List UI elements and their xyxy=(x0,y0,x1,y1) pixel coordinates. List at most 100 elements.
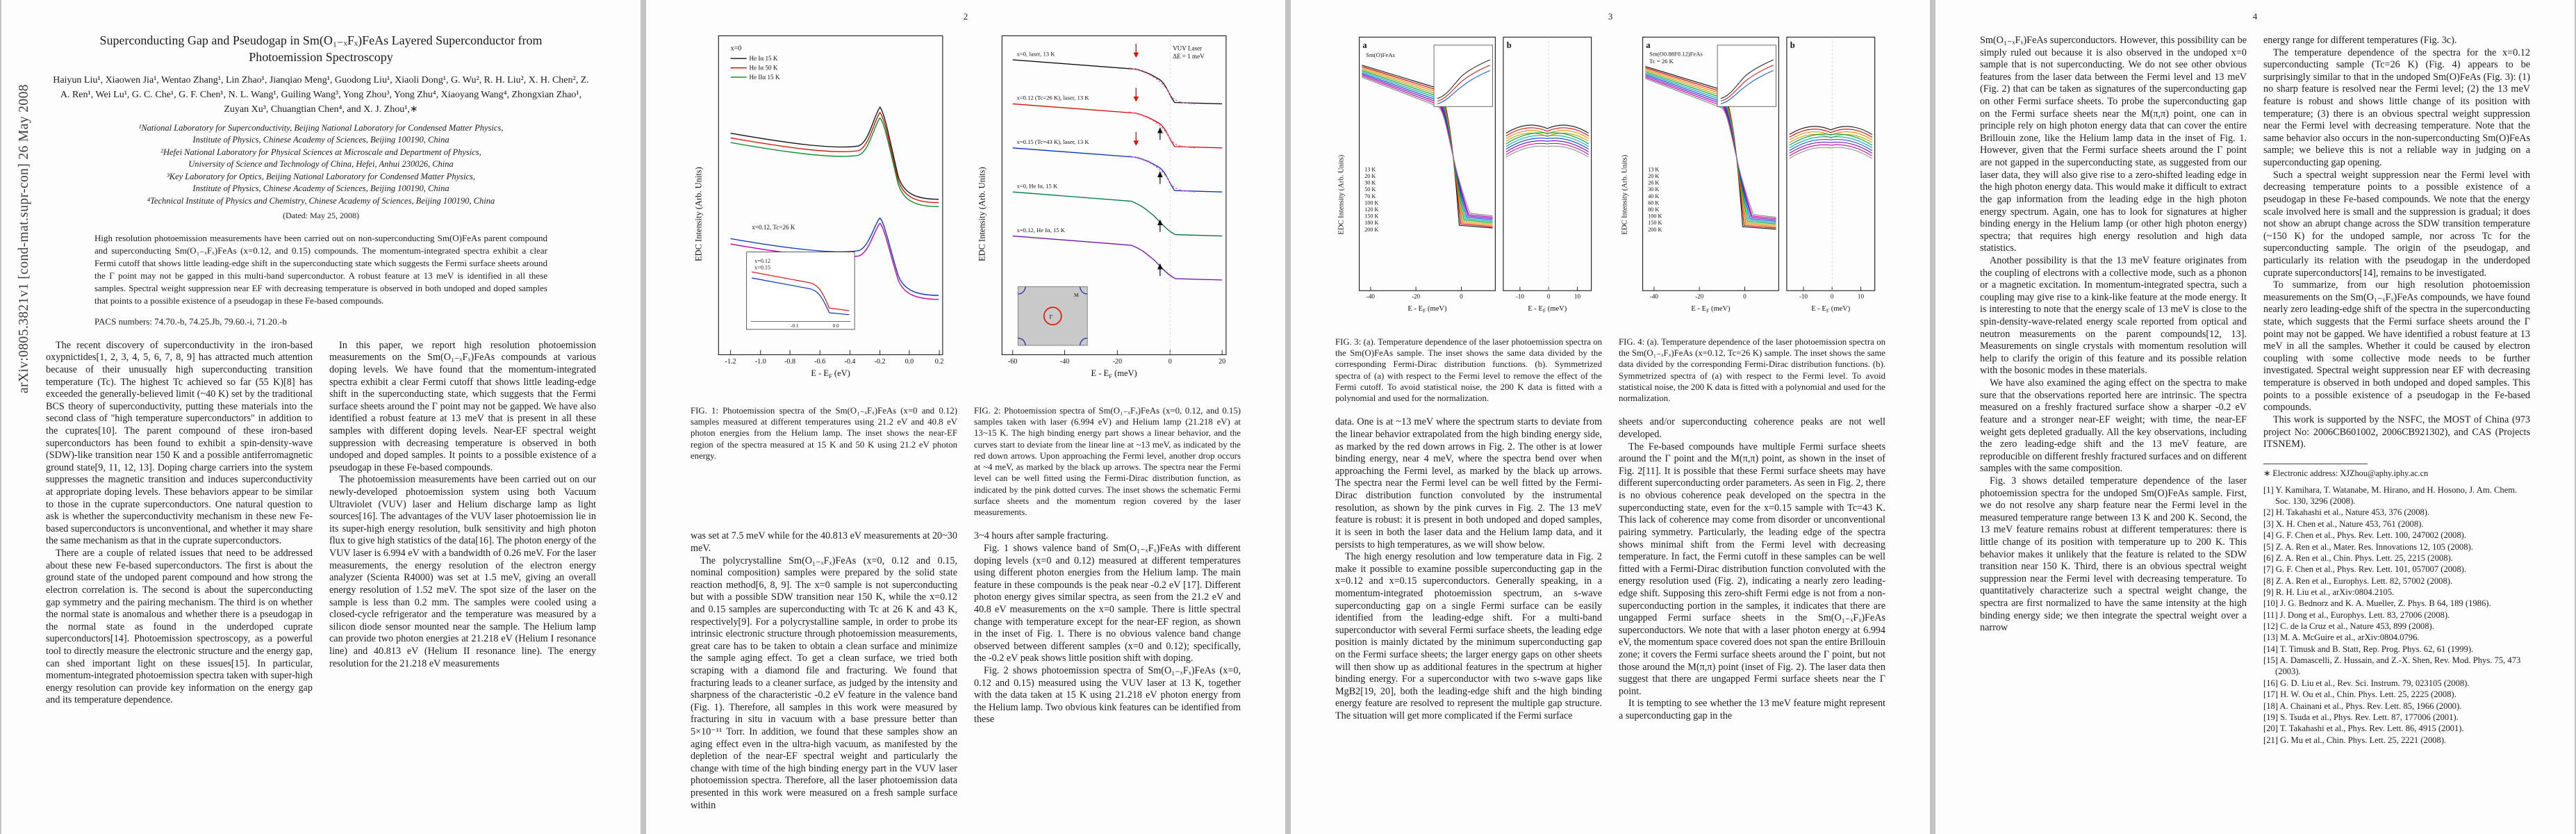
fig4-xtick: 0 xyxy=(1743,293,1747,300)
page-number: 3 xyxy=(1608,11,1613,22)
figure-3-caption: FIG. 3: (a). Temperature dependence of t… xyxy=(1335,336,1602,404)
affiliation-line: ¹National Laboratory for Superconductivi… xyxy=(138,122,504,133)
svg-text:20 K: 20 K xyxy=(1648,173,1659,179)
page2-column-1: was set at 7.5 meV while for the 40.813 … xyxy=(691,530,957,812)
fig2-black-up-arrows xyxy=(1157,127,1163,277)
paragraph: Fig. 3 shows detailed temperature depend… xyxy=(1980,475,2247,634)
paragraph: data. One is at ~13 meV where the spectr… xyxy=(1335,416,1602,550)
fig4-sample-label: Sm(O0.88F0.12)FeAs xyxy=(1649,50,1703,57)
page-4: 4 Sm(O₁₋ₓFₓ)FeAs superconductors. Howeve… xyxy=(1935,0,2575,834)
figure-1-caption: FIG. 1: Photoemission spectra of the Sm(… xyxy=(691,405,957,461)
figure-2-caption: FIG. 2: Photoemission spectra of Sm(O₁₋ₓ… xyxy=(974,405,1241,518)
reference-entry: [8] Z. A. Ren et al., Europhys. Lett. 82… xyxy=(2263,575,2453,586)
reference-entry: [11] J. Dong et al., Europhys. Lett. 83,… xyxy=(2263,610,2450,620)
svg-text:80 K: 80 K xyxy=(1648,206,1659,213)
fig1-xtick: 0.2 xyxy=(935,358,944,366)
fig1-xtick: -1.2 xyxy=(725,358,736,366)
paragraph: There are a couple of related issues tha… xyxy=(46,548,313,706)
fig3-panel-b-label: b xyxy=(1507,40,1512,50)
corresponding-author: ∗ Electronic address: XJZhou@aphy.iphy.a… xyxy=(2263,468,2429,478)
fig3-xtick: -10 xyxy=(1516,293,1525,300)
fig2-xtick: -40 xyxy=(1060,358,1069,366)
page3-column-1: data. One is at ~13 meV where the spectr… xyxy=(1335,416,1602,722)
paragraph: To summarize, from our high resolution p… xyxy=(2263,279,2530,414)
fig4-xtick: 0 xyxy=(1831,293,1834,300)
svg-text:180 K: 180 K xyxy=(1364,220,1378,226)
fig2-fermi-fit-curves xyxy=(1128,67,1197,193)
svg-text:He IIα 15 K: He IIα 15 K xyxy=(749,74,779,81)
fig4-x-axis-label-a: E - EF (meV) xyxy=(1691,305,1731,313)
page2-column-2: 3~4 hours after sample fracturing. Fig. 1… xyxy=(974,530,1241,812)
svg-text:-0.1: -0.1 xyxy=(791,323,799,329)
dated-line: (Dated: May 25, 2008) xyxy=(283,211,359,221)
fig1-inset: x=0.12 x=0.15 -0.1 0.0 xyxy=(746,252,855,330)
affiliation-line: Institute of Physics, Chinese Academy of… xyxy=(192,183,449,194)
fig2-brillouin-zone-inset: Γ M xyxy=(1017,286,1088,346)
affiliation-line: Institute of Physics, Chinese Academy of… xyxy=(192,135,449,145)
fig2-curve-label: x=0, He Iα, 15 K xyxy=(1016,182,1057,189)
page1-column-2: In this paper, we report high resolution… xyxy=(329,340,596,707)
page-number: 4 xyxy=(2252,11,2258,22)
reference-entry: [9] R. H. Liu et al., arXiv:0804.2105. xyxy=(2263,587,2395,597)
fig2-laser-note: VUV Laser xyxy=(1173,45,1202,52)
reference-entry: [7] G. F. Chen et al., Phys. Rev. Lett. … xyxy=(2263,564,2466,575)
svg-text:60 K: 60 K xyxy=(1648,199,1659,206)
fig4-panel-b-label: b xyxy=(1790,40,1795,50)
paragraph: We have also examined the aging effect o… xyxy=(1980,377,2247,475)
fig1-legend: He Iα 15 K He Iα 50 K He IIα 15 K xyxy=(730,55,780,81)
fig3-x-axis-label-a: E - EF (meV) xyxy=(1407,305,1447,313)
fig4-xtick: -20 xyxy=(1695,293,1704,300)
reference-list: [1] Y. Kamihara, T. Watanabe, M. Hirano,… xyxy=(2263,484,2530,746)
reference-entry: [13] M. A. McGuire et al., arXiv:0804.07… xyxy=(2263,632,2420,643)
page4-column-2: energy range for different temperatures … xyxy=(2263,35,2530,451)
fig3-y-axis-label: EDC Intensity (Arb. Units) xyxy=(1338,154,1346,234)
fig2-resolution-note: ΔE = 1 meV xyxy=(1173,53,1205,60)
svg-text:20 K: 20 K xyxy=(1364,173,1376,179)
fig4-temperature-legend: 13 K 20 K 26 K 30 K 40 K 60 K 80 K 100 K… xyxy=(1648,166,1662,232)
svg-text:He Iα 50 K: He Iα 50 K xyxy=(749,64,777,71)
fig4-inset xyxy=(1717,44,1776,107)
svg-text:150 K: 150 K xyxy=(1648,220,1662,226)
affiliation-line: ⁴Technical Institute of Physics and Chem… xyxy=(147,195,495,206)
fig2-xtick: -60 xyxy=(1008,358,1017,366)
fig1-axes xyxy=(718,35,943,355)
affiliation-line: ²Hefei National Laboratory for Physical … xyxy=(160,147,481,157)
reference-entry: [16] G. D. Liu et al., Rev. Sci. Instrum… xyxy=(2263,678,2470,688)
fig4-xtick: 10 xyxy=(1858,293,1865,300)
svg-text:x=0.15: x=0.15 xyxy=(754,265,770,271)
figure-4: a b Sm(O0.88F0.12)FeAs Tc = 26 K EDC Int… xyxy=(1621,36,1876,313)
paragraph: The recent discovery of superconductivit… xyxy=(46,339,313,547)
fig3-xtick: 0 xyxy=(1547,293,1551,300)
fig3-panel-a-label: a xyxy=(1362,40,1367,50)
reference-entry: [3] X. H. Chen et al., Nature 453, 761 (… xyxy=(2263,518,2424,529)
paragraph: The Fe-based compounds have multiple Fer… xyxy=(1619,441,1885,697)
reference-entry: [17] H. W. Ou et al., Chin. Phys. Lett. … xyxy=(2263,689,2457,700)
svg-text:40 K: 40 K xyxy=(1648,193,1659,199)
fig4-tc-label: Tc = 26 K xyxy=(1649,58,1674,65)
fig3-xtick: -40 xyxy=(1367,293,1376,300)
fig3-temperature-legend: 13 K 20 K 30 K 50 K 70 K 100 K 120 K 150… xyxy=(1364,166,1378,232)
figure-3: a b Sm(O)FeAs EDC Intensity (Arb. Units)… xyxy=(1338,36,1592,313)
fig2-xtick: 20 xyxy=(1219,358,1225,366)
svg-text:200 K: 200 K xyxy=(1648,227,1662,233)
svg-text:120 K: 120 K xyxy=(1364,206,1378,213)
page3-column-2: sheets and/or superconducting coherence … xyxy=(1619,416,1885,722)
pacs-numbers: PACS numbers: 74.70.-b, 74.25.Jb, 79.60.… xyxy=(94,316,287,327)
svg-text:100 K: 100 K xyxy=(1648,213,1662,220)
fig3-xtick: -20 xyxy=(1412,293,1421,300)
fig2-red-down-arrows xyxy=(1133,44,1139,146)
fig2-xtick: -20 xyxy=(1113,358,1122,366)
affiliations: ¹National Laboratory for Superconductivi… xyxy=(46,122,596,208)
paragraph: It is tempting to see whether the 13 meV… xyxy=(1619,698,1885,722)
svg-text:50 K: 50 K xyxy=(1364,186,1376,193)
svg-text:100 K: 100 K xyxy=(1364,199,1378,206)
author-list: Haiyun Liu¹, Xiaowen Jia¹, Wentao Zhang¹… xyxy=(53,74,589,115)
figure-2: -60 -40 -20 0 20 EDC Intensity (Arb. Uni… xyxy=(977,35,1227,379)
fig4-xtick: -40 xyxy=(1650,293,1659,300)
reference-entry: [12] C. de la Cruz et al., Nature 453, 8… xyxy=(2263,621,2434,632)
reference-entry: [4] G. F. Chen et al., Phys. Rev. Lett. … xyxy=(2263,530,2466,541)
fig2-curve-label: x=0.12, He Iα, 15 K xyxy=(1016,227,1065,234)
svg-text:He Iα 15 K: He Iα 15 K xyxy=(749,55,777,62)
paragraph: This work is supported by the NSFC, the … xyxy=(2263,414,2530,450)
fig2-y-axis-label: EDC Intensity (Arb. Units) xyxy=(977,167,986,261)
